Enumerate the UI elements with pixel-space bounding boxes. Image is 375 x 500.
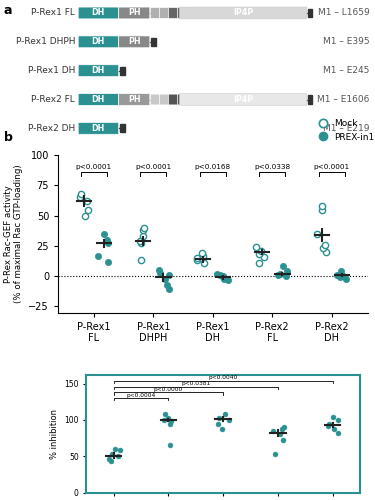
FancyBboxPatch shape <box>78 94 118 106</box>
Text: IP4P: IP4P <box>233 8 254 18</box>
FancyBboxPatch shape <box>118 7 150 19</box>
FancyBboxPatch shape <box>178 94 187 105</box>
Bar <box>151 38 156 46</box>
Text: p<0.0001: p<0.0001 <box>76 164 112 170</box>
Y-axis label: % inhibition: % inhibition <box>50 409 58 459</box>
Text: b: b <box>4 132 13 144</box>
Text: P-Rex1 FL: P-Rex1 FL <box>31 8 75 18</box>
FancyBboxPatch shape <box>160 8 169 18</box>
Text: IP4P: IP4P <box>233 95 254 104</box>
Text: M1 – E219: M1 – E219 <box>323 124 369 133</box>
Text: P-Rex1 DH: P-Rex1 DH <box>28 66 75 75</box>
Text: p<0.0004: p<0.0004 <box>126 393 156 398</box>
FancyBboxPatch shape <box>118 94 150 106</box>
Text: p<0.0168: p<0.0168 <box>195 164 231 170</box>
Text: P-Rex2 DH: P-Rex2 DH <box>28 124 75 133</box>
FancyBboxPatch shape <box>151 8 160 18</box>
Text: p<0.0040: p<0.0040 <box>209 376 238 380</box>
Text: M1 – E395: M1 – E395 <box>323 38 369 46</box>
Bar <box>308 96 312 104</box>
Text: PH: PH <box>128 8 141 18</box>
Text: DH: DH <box>92 95 105 104</box>
Text: p<0.0000: p<0.0000 <box>154 387 183 392</box>
FancyBboxPatch shape <box>78 36 118 48</box>
Text: DH: DH <box>92 66 105 75</box>
Text: DH: DH <box>92 38 105 46</box>
FancyBboxPatch shape <box>180 7 307 19</box>
Text: P-Rex2 FL: P-Rex2 FL <box>31 95 75 104</box>
Text: DH: DH <box>92 8 105 18</box>
Bar <box>308 9 312 17</box>
Text: a: a <box>4 4 12 18</box>
Legend: Mock, PREX-in1: Mock, PREX-in1 <box>310 116 375 145</box>
FancyBboxPatch shape <box>169 8 178 18</box>
Text: PH: PH <box>128 95 141 104</box>
Text: PH: PH <box>128 38 141 46</box>
Text: p<0.0381: p<0.0381 <box>181 381 210 386</box>
FancyBboxPatch shape <box>78 122 118 134</box>
Bar <box>120 124 125 132</box>
Text: p<0.0001: p<0.0001 <box>314 164 350 170</box>
FancyBboxPatch shape <box>169 94 178 105</box>
Text: M1 – E245: M1 – E245 <box>323 66 369 75</box>
Text: p<0.0338: p<0.0338 <box>254 164 290 170</box>
FancyBboxPatch shape <box>180 94 307 106</box>
FancyBboxPatch shape <box>78 7 118 19</box>
Bar <box>120 66 125 74</box>
FancyBboxPatch shape <box>178 8 187 18</box>
FancyBboxPatch shape <box>118 36 150 48</box>
Text: P-Rex1 DHPH: P-Rex1 DHPH <box>15 38 75 46</box>
Text: M1 – L1659: M1 – L1659 <box>318 8 369 18</box>
Y-axis label: P-Rex Rac-GEF activity
(% of maximal Rac GTP-loading): P-Rex Rac-GEF activity (% of maximal Rac… <box>3 164 23 303</box>
Text: p<0.0001: p<0.0001 <box>135 164 171 170</box>
FancyBboxPatch shape <box>151 94 160 105</box>
Text: DH: DH <box>92 124 105 133</box>
FancyBboxPatch shape <box>78 65 118 76</box>
Text: M1 – E1606: M1 – E1606 <box>317 95 369 104</box>
FancyBboxPatch shape <box>160 94 169 105</box>
